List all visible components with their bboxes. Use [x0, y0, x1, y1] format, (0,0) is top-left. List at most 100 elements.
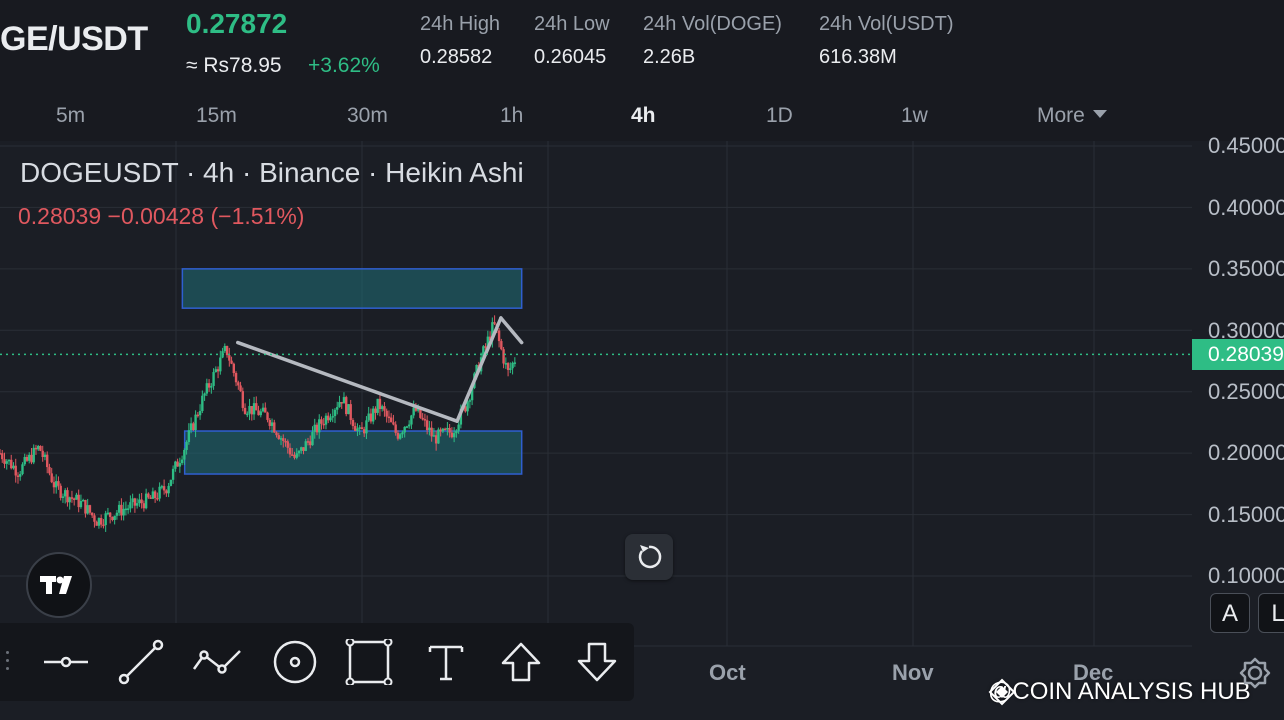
candle-body — [158, 486, 161, 499]
candle-body — [34, 447, 38, 450]
candle-body — [66, 490, 69, 503]
timeframe-30m[interactable]: 30m — [347, 104, 388, 127]
candle-body — [77, 494, 80, 508]
font-a-button[interactable]: A — [1210, 593, 1250, 633]
candle-body — [416, 408, 420, 411]
last-price: 0.27872 — [186, 8, 288, 39]
candle-body — [425, 420, 429, 431]
x-tick-label: Nov — [892, 660, 934, 685]
candle-body — [354, 426, 357, 431]
arrow-up-icon[interactable] — [498, 639, 544, 685]
candle-body — [446, 427, 449, 430]
candle-body — [111, 516, 114, 521]
candle-body — [369, 413, 373, 422]
candle-body — [21, 464, 24, 475]
candle-body — [279, 438, 283, 440]
watermark-text: @COIN ANALYSIS HUB — [988, 678, 1251, 705]
y-tick-label: 0.15000 — [1208, 502, 1284, 527]
chart-canvas[interactable] — [0, 141, 1284, 720]
timeframe-1w[interactable]: 1w — [901, 104, 928, 127]
candle-body — [443, 428, 447, 431]
reset-chart-button[interactable] — [625, 534, 673, 580]
path-icon[interactable] — [190, 639, 246, 685]
price-chart[interactable]: DOGEUSDT · 4h · Binance · Heikin Ashi 0.… — [0, 133, 1284, 720]
trend-line-icon[interactable] — [116, 639, 166, 685]
candle-body — [439, 429, 442, 432]
candle-body — [41, 450, 44, 458]
resistance-zone — [181, 268, 523, 309]
candle-body — [120, 504, 123, 516]
candle-body — [23, 457, 26, 465]
arrow-down-icon[interactable] — [574, 639, 620, 685]
drawing-toolbar — [0, 623, 634, 701]
pair-title[interactable]: GE/USDT — [0, 20, 148, 58]
candle-body — [207, 383, 211, 388]
candle-body — [86, 505, 89, 514]
candle-body — [84, 499, 87, 514]
candle-body — [277, 435, 280, 440]
candle-body — [486, 336, 490, 347]
watermark: @COIN ANALYSIS HUB — [988, 678, 1251, 706]
circle-icon[interactable] — [270, 639, 320, 685]
reset-chart-icon — [638, 545, 662, 569]
candle-body — [97, 518, 101, 526]
candle-body — [153, 491, 157, 499]
candle-body — [367, 413, 370, 421]
candle-body — [174, 461, 177, 469]
candle-body — [266, 412, 269, 420]
font-l-button[interactable]: L — [1258, 593, 1284, 633]
stat-value: 616.38M — [819, 46, 897, 68]
candle-body — [401, 432, 404, 435]
y-tick-label: 0.10000 — [1208, 563, 1284, 588]
candle-body — [140, 499, 143, 504]
timeframe-1d[interactable]: 1D — [766, 104, 793, 127]
candle-body — [268, 419, 271, 426]
y-tick-label: 0.20000 — [1208, 440, 1284, 465]
candle-body — [394, 424, 397, 433]
candle-body — [282, 438, 285, 441]
candle-body — [300, 447, 303, 451]
timeframe-1h[interactable]: 1h — [500, 104, 524, 127]
candle-body — [497, 330, 501, 342]
candle-body — [25, 457, 29, 461]
candle-body — [14, 465, 17, 476]
price-change: +3.62% — [308, 54, 380, 77]
candle-body — [223, 345, 227, 352]
candle-body — [493, 322, 496, 324]
candle-body — [250, 406, 253, 415]
text-icon[interactable] — [424, 639, 468, 685]
tradingview-logo-icon[interactable] — [26, 552, 92, 618]
horizontal-ray-icon[interactable] — [42, 639, 90, 685]
current-price-tag: 0.28039 — [1192, 339, 1284, 370]
timeframe-15m[interactable]: 15m — [196, 104, 237, 127]
candle-body — [309, 441, 312, 446]
candle-body — [162, 486, 166, 491]
candle-body — [216, 369, 220, 372]
candle-body — [428, 427, 431, 431]
candle-body — [342, 397, 346, 404]
candle-body — [203, 393, 206, 396]
toolbar-drag-handle[interactable] — [6, 651, 10, 675]
rectangle-icon[interactable] — [344, 639, 394, 685]
candle-body — [414, 407, 418, 411]
candle-body — [389, 417, 393, 423]
pullback-line — [499, 316, 524, 345]
stat-value: 2.26B — [643, 46, 696, 68]
timeframe-more-dropdown[interactable]: More — [1037, 104, 1107, 128]
candle-body — [403, 426, 406, 433]
candle-body — [333, 409, 337, 417]
candle-body — [169, 479, 173, 486]
candle-body — [151, 491, 155, 499]
candle-body — [81, 499, 85, 502]
y-tick-label: 0.30000 — [1208, 318, 1284, 343]
gear-icon[interactable] — [1238, 656, 1272, 690]
timeframe-4h[interactable]: 4h — [631, 104, 656, 127]
chart-legend-values: 0.28039 −0.00428 (−1.51%) — [18, 203, 305, 229]
candle-body — [129, 502, 132, 509]
candle-body — [16, 475, 20, 477]
chart-trendlines — [236, 316, 524, 423]
candle-body — [466, 401, 469, 412]
timeframe-5m[interactable]: 5m — [56, 104, 86, 127]
candle-body — [243, 407, 247, 414]
candle-body — [457, 424, 460, 431]
